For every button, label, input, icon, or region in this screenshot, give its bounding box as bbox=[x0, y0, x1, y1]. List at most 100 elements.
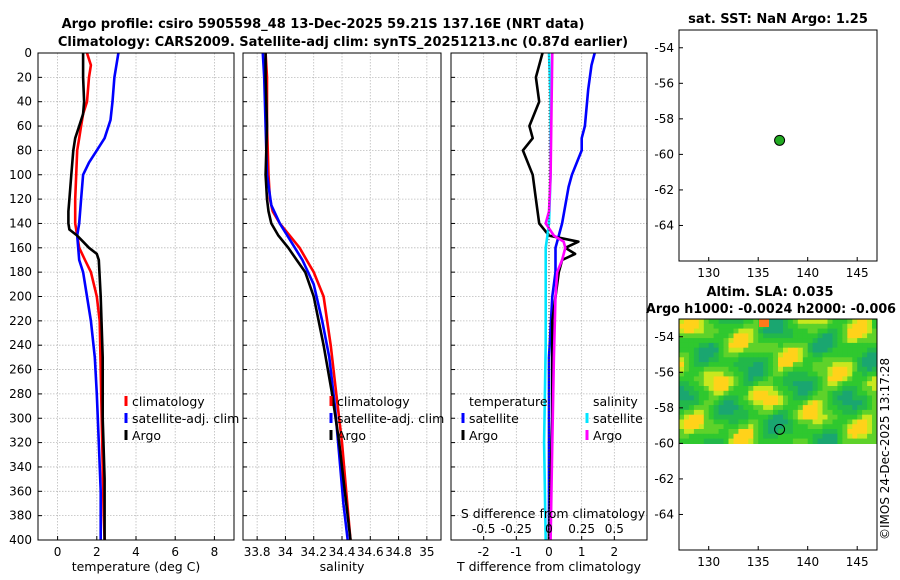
sla-cell bbox=[842, 438, 848, 444]
sla-cell bbox=[842, 376, 848, 382]
sla-cell bbox=[852, 357, 858, 363]
sla-cell bbox=[822, 366, 828, 373]
temperature-ytick-label: 320 bbox=[9, 436, 32, 450]
sla-cell bbox=[693, 409, 700, 416]
sla-cell bbox=[728, 352, 734, 358]
sla-cell bbox=[759, 319, 769, 327]
sla-cell bbox=[852, 405, 858, 411]
sla-cell bbox=[862, 347, 868, 354]
sla-cell bbox=[753, 357, 759, 363]
sla-cell bbox=[792, 357, 799, 363]
sla-cell bbox=[693, 371, 700, 377]
temperature-series-satellite-adj-clim bbox=[75, 52, 120, 540]
sla-cell bbox=[679, 352, 685, 358]
sla-cell bbox=[708, 328, 715, 334]
sla-cell bbox=[758, 390, 764, 397]
sla-cell bbox=[872, 424, 878, 430]
sla-cell bbox=[787, 376, 794, 382]
sst_map-ytick-label: -62 bbox=[654, 183, 674, 197]
sla-cell bbox=[807, 328, 814, 334]
sla-cell bbox=[872, 438, 878, 444]
sla-cell bbox=[857, 409, 863, 416]
sla-cell bbox=[753, 424, 759, 430]
sla-cell bbox=[837, 429, 843, 435]
sla-cell bbox=[723, 390, 729, 397]
sla-cell bbox=[842, 347, 848, 354]
sla-cell bbox=[763, 405, 769, 411]
sla-cell bbox=[817, 376, 824, 382]
temperature-series-argo bbox=[67, 53, 106, 540]
sla-cell bbox=[684, 362, 690, 368]
sla-cell bbox=[733, 409, 739, 416]
sla-cell bbox=[698, 429, 705, 435]
sla-cell bbox=[802, 357, 809, 363]
sla-cell bbox=[802, 319, 809, 325]
sla-cell bbox=[728, 319, 734, 325]
sla-cell bbox=[792, 371, 799, 377]
sla-cell bbox=[787, 395, 794, 401]
sla-cell bbox=[773, 371, 779, 377]
temperature-ytick-label: 200 bbox=[9, 290, 32, 304]
sla-cell bbox=[679, 342, 685, 349]
sla-cell bbox=[787, 438, 794, 444]
sla-cell bbox=[867, 352, 873, 358]
sla-cell bbox=[862, 333, 868, 339]
sla-cell bbox=[792, 424, 799, 430]
sla-cell bbox=[817, 438, 824, 444]
sla-cell bbox=[852, 414, 858, 421]
sla-cell bbox=[758, 376, 764, 382]
sla-cell bbox=[807, 333, 814, 339]
sla-cell bbox=[679, 414, 685, 421]
sla-cell bbox=[723, 357, 729, 363]
sla-cell bbox=[797, 352, 804, 358]
sla-cell bbox=[728, 333, 734, 339]
sla-cell bbox=[708, 429, 715, 435]
sla-cell bbox=[763, 352, 769, 358]
sla-cell bbox=[753, 405, 759, 411]
sla-cell bbox=[783, 376, 789, 382]
sla-cell bbox=[862, 414, 868, 421]
sla-cell bbox=[728, 357, 734, 363]
sla-cell bbox=[807, 433, 814, 440]
sla-cell bbox=[693, 352, 700, 358]
sla-cell bbox=[679, 409, 685, 416]
sla-cell bbox=[703, 419, 710, 425]
sla-cell bbox=[827, 395, 833, 401]
sla-cell bbox=[713, 405, 720, 411]
sla_map-argo-point bbox=[774, 423, 786, 435]
sla-cell bbox=[688, 414, 695, 421]
sla-cell bbox=[862, 376, 868, 382]
sla-cell bbox=[857, 357, 863, 363]
salinity-xtick-label: 35 bbox=[419, 545, 434, 559]
sla-cell bbox=[753, 376, 759, 382]
sla-cell bbox=[778, 433, 784, 440]
sla-cell bbox=[773, 347, 779, 354]
sla-cell bbox=[792, 376, 799, 382]
sla-cell bbox=[698, 424, 705, 430]
sla-cell bbox=[812, 371, 819, 377]
sla-cell bbox=[812, 390, 819, 397]
sla-cell bbox=[817, 347, 824, 354]
sla-cell bbox=[743, 352, 749, 358]
sla-cell bbox=[703, 405, 710, 411]
sla-cell bbox=[832, 390, 838, 397]
sla-cell bbox=[787, 400, 794, 406]
sla-cell bbox=[768, 371, 774, 377]
sla-cell bbox=[847, 342, 853, 349]
sla-cell bbox=[802, 371, 809, 377]
sla-cell bbox=[753, 323, 759, 330]
sla-cell bbox=[738, 438, 744, 444]
sla-cell bbox=[857, 395, 863, 401]
sla-cell bbox=[768, 414, 774, 421]
sla-cell bbox=[792, 400, 799, 406]
sla-cell bbox=[688, 371, 695, 377]
sla-cell bbox=[847, 414, 853, 421]
sla-cell bbox=[852, 424, 858, 430]
sla-cell bbox=[693, 323, 700, 330]
sla-cell bbox=[857, 424, 863, 430]
sla-cell bbox=[713, 333, 720, 339]
sla-cell bbox=[753, 352, 759, 358]
sla-cell bbox=[773, 376, 779, 382]
sla-cell bbox=[837, 409, 843, 416]
sla-cell bbox=[708, 319, 715, 325]
